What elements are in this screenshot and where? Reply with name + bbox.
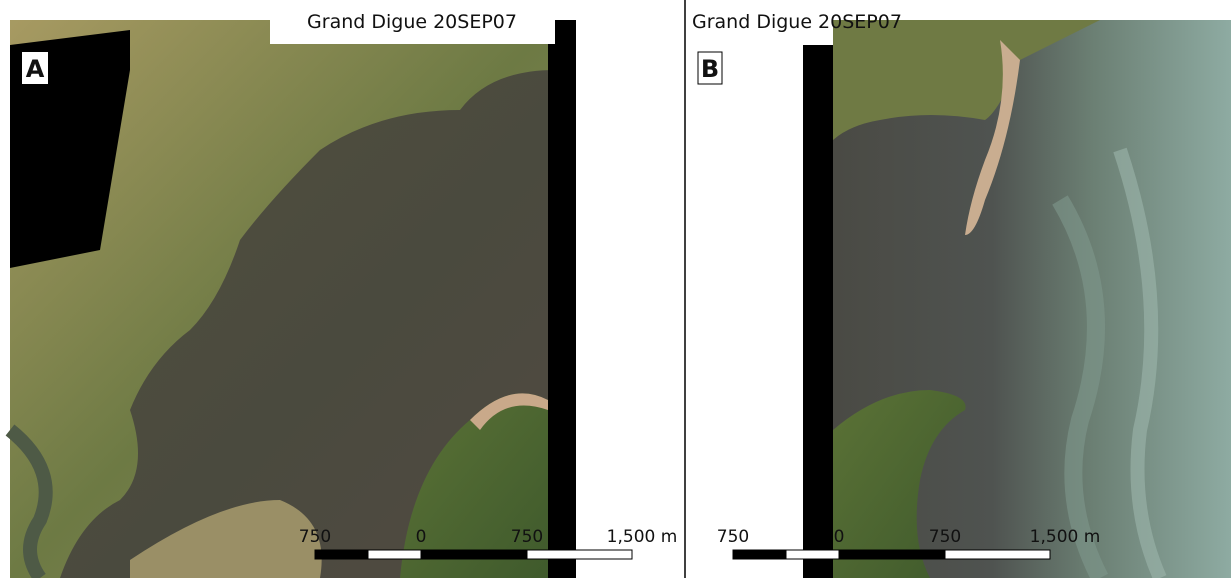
scale-segment bbox=[527, 550, 632, 559]
panel-a: Grand Digue 20SEP07 A 750 0 750 1,500 m bbox=[10, 0, 677, 578]
no-data-strip bbox=[548, 20, 576, 578]
scale-label: 750 bbox=[717, 527, 749, 547]
scale-label: 750 bbox=[299, 527, 331, 547]
scale-label: 750 bbox=[511, 527, 543, 547]
scale-segment bbox=[421, 550, 527, 559]
no-data-strip bbox=[803, 45, 833, 578]
scale-segment bbox=[368, 550, 421, 559]
map-figure: Grand Digue 20SEP07 A 750 0 750 1,500 m … bbox=[0, 0, 1231, 578]
scale-segment bbox=[786, 550, 839, 559]
scale-segment bbox=[839, 550, 945, 559]
panel-label: A bbox=[26, 55, 45, 83]
scale-segment bbox=[945, 550, 1050, 559]
panel-label: B bbox=[701, 55, 719, 83]
scale-label: 1,500 m bbox=[607, 527, 678, 547]
scale-segment bbox=[315, 550, 368, 559]
scale-label: 0 bbox=[416, 527, 427, 547]
panel-b: Grand Digue 20SEP07 B 750 0 750 1,500 m bbox=[692, 11, 1231, 578]
panel-title: Grand Digue 20SEP07 bbox=[692, 11, 902, 33]
scale-label: 1,500 m bbox=[1030, 527, 1101, 547]
panel-title: Grand Digue 20SEP07 bbox=[307, 11, 517, 33]
scale-label: 750 bbox=[929, 527, 961, 547]
scale-segment bbox=[733, 550, 786, 559]
scale-label: 0 bbox=[834, 527, 845, 547]
